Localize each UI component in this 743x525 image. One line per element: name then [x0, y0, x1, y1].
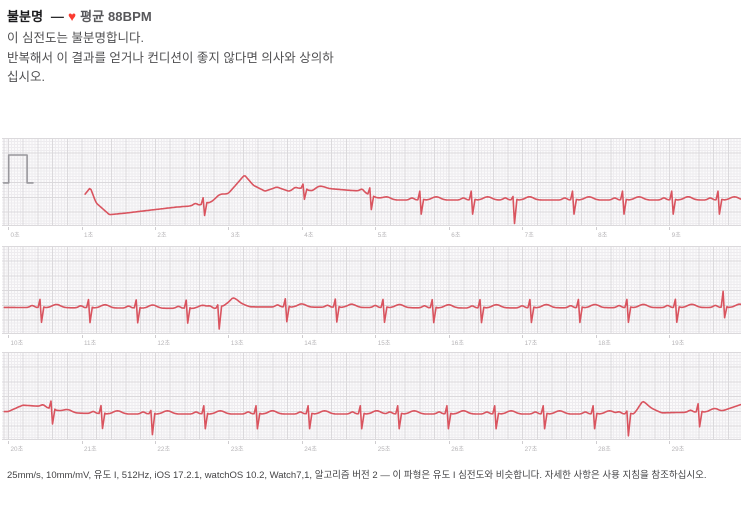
time-tick: [448, 227, 450, 230]
time-tick: [81, 441, 83, 444]
time-tick-label: 20초: [10, 446, 24, 453]
result-description: 이 심전도는 불분명합니다.: [7, 31, 144, 45]
time-tick-label: 17초: [524, 340, 538, 347]
time-tick: [375, 335, 377, 338]
time-tick-label: 13초: [230, 340, 244, 347]
ecg-grid: [2, 246, 741, 334]
time-tick: [522, 335, 524, 338]
ecg-strip-1: 0초 1초 2초 3초 4초 5초 6초 7초 8초 9초: [2, 138, 741, 240]
time-tick: [8, 227, 9, 230]
technical-footnote: 25mm/s, 10mm/mV, 유도 I, 512Hz, iOS 17.2.1…: [7, 470, 707, 481]
time-tick-label: 24초: [304, 446, 318, 453]
time-tick-label: 14초: [304, 340, 318, 347]
ecg-grid: [2, 138, 741, 226]
time-tick-label: 12초: [157, 340, 171, 347]
time-tick-label: 11초: [84, 340, 97, 347]
ecg-trace: [84, 175, 741, 225]
time-tick: [228, 441, 230, 444]
ecg-strip-3: 20초 21초 22초 23초 24초 25초 26초 27초 28초 29초: [2, 352, 741, 454]
time-tick-label: 3초: [230, 232, 241, 239]
time-tick-label: 0초: [10, 232, 20, 239]
time-tick: [448, 441, 450, 444]
time-axis: 20초 21초 22초 23초 24초 25초 26초 27초 28초 29초: [2, 441, 741, 454]
result-classification: 불분명: [7, 9, 44, 24]
time-axis: 0초 1초 2초 3초 4초 5초 6초 7초 8초 9초: [2, 227, 741, 240]
time-tick-label: 27초: [524, 446, 538, 453]
time-tick: [301, 441, 303, 444]
time-tick: [154, 441, 156, 444]
time-tick: [669, 441, 671, 444]
time-tick-label: 19초: [671, 340, 685, 347]
time-tick-label: 16초: [451, 340, 464, 347]
time-tick: [669, 335, 671, 338]
time-tick: [154, 335, 156, 338]
ecg-trace: [3, 290, 741, 330]
ecg-strip-2: 10초 11초 12초 13초 14초 15초 16초 17초 18초 19초: [2, 246, 741, 348]
time-tick-label: 25초: [377, 446, 391, 453]
time-tick: [301, 227, 303, 230]
time-tick-label: 28초: [598, 446, 611, 453]
time-tick-label: 22초: [157, 446, 171, 453]
calibration-pulse: [2, 154, 34, 184]
time-tick: [595, 335, 597, 338]
time-tick-label: 15초: [377, 340, 391, 347]
average-bpm-label: 평균 88BPM: [80, 9, 152, 24]
ecg-plot: [3, 400, 741, 437]
time-tick: [375, 227, 377, 230]
time-tick: [522, 227, 524, 230]
heart-icon: ♥: [68, 9, 77, 24]
time-axis: 10초 11초 12초 13초 14초 15초 16초 17초 18초 19초: [2, 335, 741, 348]
time-tick-label: 1초: [84, 232, 94, 239]
time-tick: [81, 227, 83, 230]
time-tick: [522, 441, 524, 444]
time-tick-label: 5초: [377, 232, 388, 239]
time-tick-label: 8초: [598, 232, 608, 239]
time-tick: [301, 335, 303, 338]
time-tick-label: 21초: [84, 446, 97, 453]
title-separator: —: [50, 9, 65, 24]
time-tick: [375, 441, 377, 444]
time-tick-label: 4초: [304, 232, 314, 239]
advice-text: 반복해서 이 결과를 얻거나 컨디션이 좋지 않다면 의사와 상의하십시오.: [7, 51, 334, 84]
time-tick: [228, 227, 230, 230]
time-tick: [595, 227, 597, 230]
time-tick: [669, 227, 671, 230]
time-tick: [154, 227, 156, 230]
time-tick-label: 7초: [524, 232, 534, 239]
time-tick-label: 18초: [598, 340, 611, 347]
time-tick: [228, 335, 230, 338]
time-tick-label: 6초: [451, 232, 461, 239]
ecg-grid: [2, 352, 741, 440]
time-tick: [81, 335, 83, 338]
ecg-trace: [3, 400, 741, 437]
time-tick: [8, 335, 9, 338]
time-tick: [8, 441, 9, 444]
ecg-plot: [3, 290, 741, 330]
time-tick-label: 9초: [671, 232, 681, 239]
time-tick-label: 29초: [671, 446, 685, 453]
time-tick-label: 2초: [157, 232, 167, 239]
ecg-plot: [2, 154, 741, 225]
time-tick: [595, 441, 597, 444]
time-tick: [448, 335, 450, 338]
time-tick-label: 26초: [451, 446, 464, 453]
time-tick-label: 10초: [10, 340, 24, 347]
time-tick-label: 23초: [230, 446, 244, 453]
result-title: 불분명 — ♥ 평균 88BPM: [7, 6, 152, 25]
